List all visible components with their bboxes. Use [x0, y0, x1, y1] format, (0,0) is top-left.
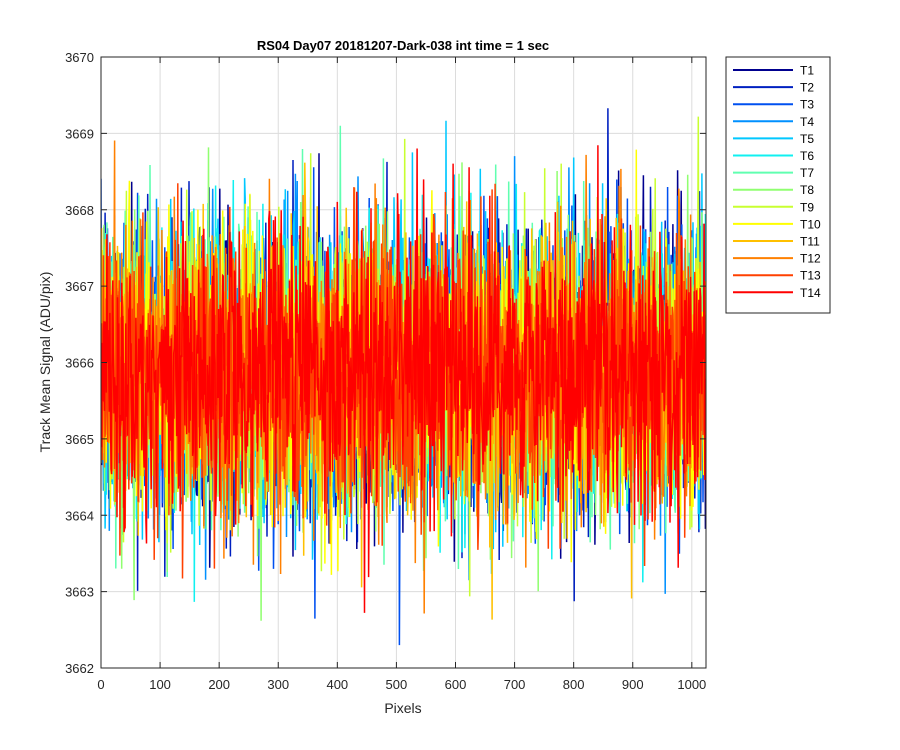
- x-axis: 0 100 200 300 400 500 600 700 800 900 1000: [97, 57, 706, 692]
- y-tick-label: 3670: [65, 50, 94, 65]
- y-tick-label: 3662: [65, 661, 94, 676]
- legend-label-t2: T2: [800, 81, 814, 95]
- y-tick-label: 3667: [65, 279, 94, 294]
- series-line-t14: [101, 145, 706, 613]
- legend-label-t12: T12: [800, 252, 821, 266]
- y-tick-label: 3668: [65, 203, 94, 218]
- legend-label-t7: T7: [800, 166, 814, 180]
- x-tick-label: 500: [386, 677, 408, 692]
- x-tick-label: 900: [622, 677, 644, 692]
- x-tick-label: 1000: [677, 677, 706, 692]
- plot-area: 0 100 200 300 400 500 600 700 800 900 1000 3662366…: [65, 50, 707, 692]
- legend-label-t13: T13: [800, 269, 821, 283]
- x-axis-label: Pixels: [384, 700, 421, 716]
- legend: T1 T2 T3 T4 T5 T6 T7 T8 T9 T10 T11 T12 T13 T14: [725, 56, 831, 314]
- legend-label-t14: T14: [800, 286, 821, 300]
- legend-box: [725, 56, 831, 314]
- legend-label-t10: T10: [800, 217, 821, 231]
- x-tick-label: 0: [97, 677, 104, 692]
- legend-label-t4: T4: [800, 115, 814, 129]
- legend-label-t3: T3: [800, 98, 814, 112]
- chart-title: RS04 Day07 20181207-Dark-038 int time = …: [257, 38, 549, 53]
- legend-label-t5: T5: [800, 132, 814, 146]
- y-tick-label: 3669: [65, 126, 94, 141]
- x-tick-label: 600: [445, 677, 467, 692]
- x-tick-label: 200: [208, 677, 230, 692]
- legend-label-t8: T8: [800, 183, 814, 197]
- y-tick-label: 3665: [65, 432, 94, 447]
- x-tick-label: 300: [267, 677, 289, 692]
- legend-label-t1: T1: [800, 64, 814, 78]
- legend-label-t6: T6: [800, 149, 814, 163]
- y-tick-label: 3663: [65, 585, 94, 600]
- legend-label-t11: T11: [800, 235, 820, 249]
- legend-label-t9: T9: [800, 200, 814, 214]
- x-tick-label: 400: [326, 677, 348, 692]
- series-layer: [101, 108, 706, 646]
- y-tick-label: 3664: [65, 508, 94, 523]
- x-tick-label: 800: [563, 677, 585, 692]
- y-axis: 3662 3663 3664 3665 3666 3667 3668 3669 3670: [65, 50, 706, 676]
- x-tick-label: 100: [149, 677, 171, 692]
- y-tick-label: 3666: [65, 356, 94, 371]
- y-axis-label: Track Mean Signal (ADU/pix): [37, 272, 53, 453]
- x-tick-label: 700: [504, 677, 526, 692]
